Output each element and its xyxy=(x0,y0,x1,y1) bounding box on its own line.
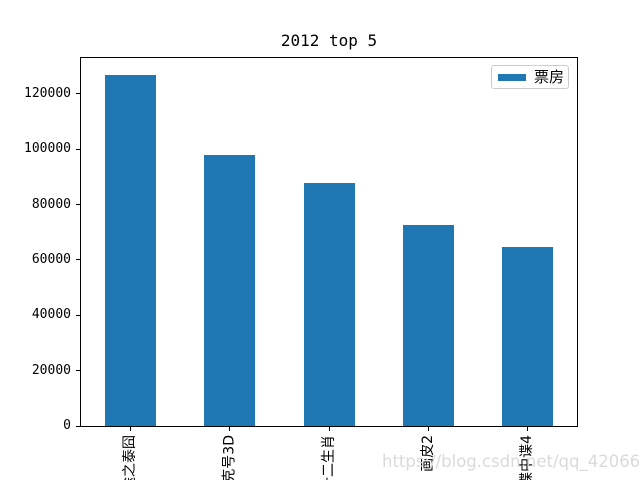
y-tick-mark xyxy=(76,204,80,206)
y-tick-mark xyxy=(76,314,80,316)
y-tick-label-120000: 120000 xyxy=(24,85,71,101)
y-tick-mark xyxy=(76,370,80,372)
bar-1 xyxy=(204,154,256,426)
bar-4 xyxy=(501,246,553,426)
bar-0 xyxy=(105,75,157,426)
y-tick-mark xyxy=(76,425,80,427)
bar-3 xyxy=(402,224,454,426)
x-tick-mark xyxy=(526,427,528,431)
y-tick-mark xyxy=(76,148,80,150)
y-tick-mark xyxy=(76,93,80,95)
bar-2 xyxy=(303,182,355,426)
y-tick-label-60000: 60000 xyxy=(31,251,71,267)
y-tick-mark xyxy=(76,259,80,261)
x-tick-label-0: 人再囧途之泰囧 xyxy=(122,435,138,480)
y-tick-label-40000: 40000 xyxy=(31,307,71,323)
x-tick-mark xyxy=(427,427,429,431)
y-tick-label-20000: 20000 xyxy=(31,362,71,378)
legend-swatch-icon xyxy=(498,73,526,81)
x-tick-mark xyxy=(130,427,132,431)
x-tick-label-2: 十二生肖 xyxy=(320,435,337,480)
y-tick-label-0: 0 xyxy=(63,418,71,433)
legend: 票房 xyxy=(491,65,569,89)
y-tick-label-80000: 80000 xyxy=(31,196,71,212)
watermark: https://blog.csdn.net/qq_42066782 xyxy=(382,452,640,471)
y-tick-label-100000: 100000 xyxy=(24,141,71,157)
x-tick-mark xyxy=(229,427,231,431)
legend-label: 票房 xyxy=(534,67,565,86)
x-tick-mark xyxy=(328,427,330,431)
chart-title: 2012 top 5 xyxy=(280,31,378,50)
x-tick-label-1: 泰坦尼克号3D xyxy=(221,435,238,480)
plot-area xyxy=(80,57,578,427)
